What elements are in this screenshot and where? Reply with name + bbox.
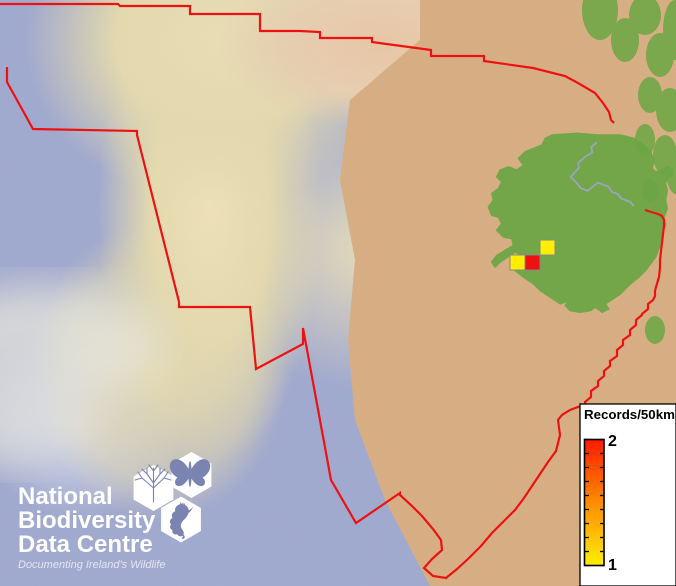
svg-text:2: 2 <box>608 433 617 450</box>
svg-text:1: 1 <box>608 557 617 574</box>
svg-text:Documenting Ireland's Wildlife: Documenting Ireland's Wildlife <box>18 559 166 571</box>
svg-text:Biodiversity: Biodiversity <box>18 507 156 534</box>
svg-text:National: National <box>18 483 113 510</box>
svg-text:Records/50km: Records/50km <box>584 407 675 422</box>
svg-text:Data Centre: Data Centre <box>18 531 153 558</box>
